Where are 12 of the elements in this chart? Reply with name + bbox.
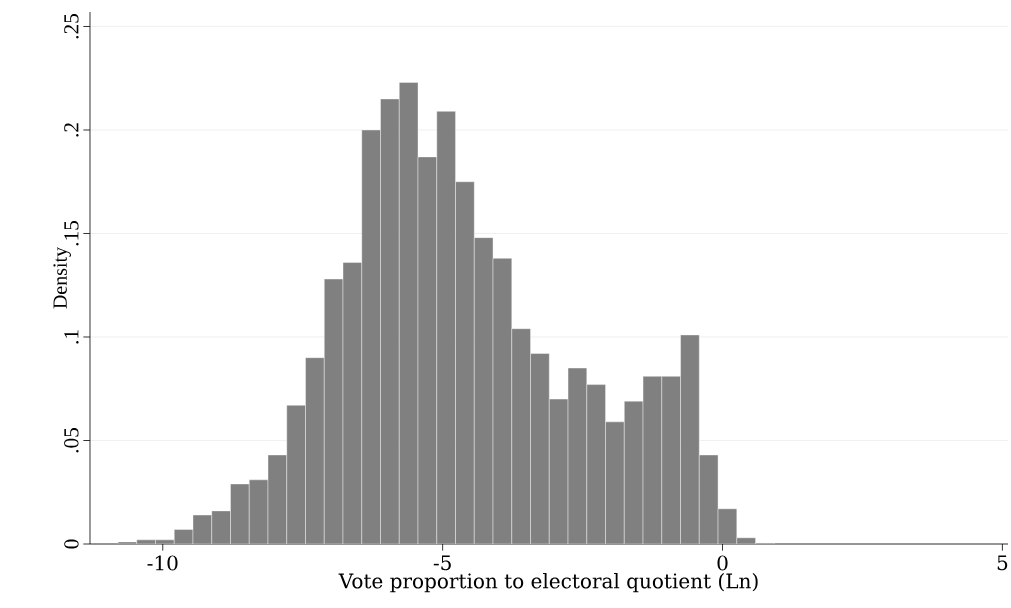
x-tick-label: -10 [147, 555, 178, 571]
x-tick-label: -5 [433, 555, 451, 571]
y-tick-label: .1 [64, 330, 79, 344]
y-tick-label: .25 [64, 14, 79, 39]
y-axis-title: Density [53, 246, 71, 309]
y-tick-label: .2 [64, 123, 79, 137]
x-tick-label: 0 [717, 555, 728, 571]
y-tick-label: 0 [64, 539, 79, 549]
x-axis-title: Vote proportion to electoral quotient (Ln) [338, 573, 758, 593]
x-tick-label: 5 [997, 555, 1008, 571]
y-tick-label: .15 [64, 221, 79, 246]
y-tick-label: .05 [64, 428, 79, 453]
